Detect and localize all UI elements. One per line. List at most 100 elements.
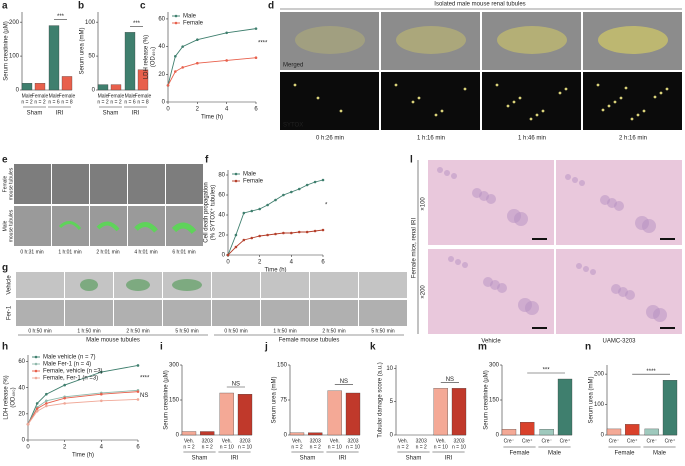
x-axis-label: Time (h) (264, 268, 286, 274)
series-line (27, 391, 139, 425)
nucleus (630, 117, 634, 121)
x-tick-label: 2 (63, 445, 67, 451)
nucleus (659, 91, 663, 95)
nucleus (293, 83, 297, 87)
series-line (227, 179, 324, 256)
data-point (136, 364, 140, 367)
nucleus (665, 87, 669, 91)
row-label: ×100 (421, 197, 427, 211)
data-point (266, 233, 269, 237)
data-point (35, 409, 39, 413)
group-label: Sham (27, 111, 43, 117)
micrograph (90, 206, 127, 246)
category-label: Veh. (398, 438, 408, 444)
dead-cells (171, 222, 197, 235)
data-point (313, 180, 317, 184)
y-axis-label: (% SYTOX⁺ tubules) (210, 185, 217, 240)
legend-label: Female, vehicle (n =3) (43, 369, 103, 375)
n-label: n = 10 (220, 444, 234, 450)
time-label: 2 h:50 min (322, 328, 346, 334)
significance-label: *** (57, 14, 65, 20)
legend-marker (34, 369, 38, 373)
data-point (225, 59, 228, 62)
panel-letter: j (264, 342, 268, 353)
time-label: 1 h:50 min (77, 328, 101, 334)
y-tick-label: 0 (284, 433, 288, 439)
y-tick-label: 100 (85, 20, 96, 26)
bar (200, 431, 215, 436)
micrograph (128, 164, 165, 204)
scale-bar (532, 238, 547, 240)
data-point (100, 399, 103, 403)
x-tick-label: 2 (258, 260, 262, 266)
tissue-detail (448, 256, 454, 262)
data-point (254, 27, 258, 30)
tubule (497, 26, 567, 54)
category-label: Cre⁻ (504, 438, 515, 444)
tissue-detail (590, 269, 596, 275)
row-label: SYTOX (283, 123, 303, 129)
nucleus (411, 100, 415, 104)
category-label: Veh. (184, 438, 194, 444)
tissue-detail (642, 219, 656, 233)
data-point (45, 404, 48, 408)
data-point (174, 70, 177, 73)
tissue-detail (514, 212, 528, 226)
tissue-detail (583, 266, 589, 272)
data-point (63, 383, 66, 387)
micrograph (482, 72, 581, 130)
n-label: n = 2 (183, 444, 194, 450)
panel-letter: d (268, 1, 274, 12)
y-axis-label: Cell death propagation (204, 182, 210, 242)
nucleus (601, 108, 605, 112)
scale-bar (532, 327, 547, 329)
y-axis-label: Serum creatinine (µM) (164, 370, 170, 429)
panel-letter: f (205, 155, 209, 166)
data-point (234, 245, 238, 249)
group-label: IRI (132, 111, 140, 117)
time-label: 0 h:50 min (28, 328, 52, 334)
bar (110, 84, 122, 91)
y-tick-label: 80 (218, 173, 225, 179)
y-tick-label: 10 (386, 366, 393, 372)
data-point (225, 31, 228, 35)
dead-cells (126, 279, 150, 291)
group-label: Female (614, 451, 635, 457)
legend-label: Female (243, 179, 264, 185)
legend-marker (34, 355, 38, 359)
nucleus (495, 83, 499, 87)
bar (345, 392, 361, 436)
time-label: 1 h:16 min (417, 136, 445, 142)
legend-label: Female, Fer-1 (n =3) (43, 376, 98, 382)
data-point (45, 399, 48, 403)
legend-marker (174, 21, 178, 25)
x-tick-label: 4 (290, 260, 294, 266)
dead-cells (80, 279, 98, 291)
tissue-detail (572, 177, 578, 183)
time-label: 2 h:01 min (96, 249, 120, 255)
column-label: Vehicle (481, 339, 501, 345)
category-label: Male (125, 93, 136, 99)
row-label: Merged (283, 63, 303, 69)
micrograph (359, 300, 407, 326)
data-point (282, 231, 285, 235)
bar (501, 429, 517, 436)
tissue-detail (653, 308, 667, 322)
micrograph (163, 300, 211, 326)
data-point (196, 38, 199, 41)
n-label: n = 8 (137, 99, 148, 105)
data-point (305, 230, 309, 234)
column-label: UAMC-3203 (602, 339, 636, 345)
data-point (181, 66, 184, 69)
micrograph (261, 272, 309, 298)
micrograph (280, 12, 379, 70)
category-label: Cre⁺ (560, 438, 571, 444)
n-label: n = 2 (110, 99, 121, 105)
y-axis-label: Serum creatinine (µM) (484, 370, 490, 429)
data-point (266, 203, 269, 207)
group-label: Sham (103, 111, 119, 117)
bar (644, 428, 659, 436)
data-point (100, 370, 103, 374)
time-label: 6 h:01 min (172, 249, 196, 255)
data-point (297, 187, 301, 191)
